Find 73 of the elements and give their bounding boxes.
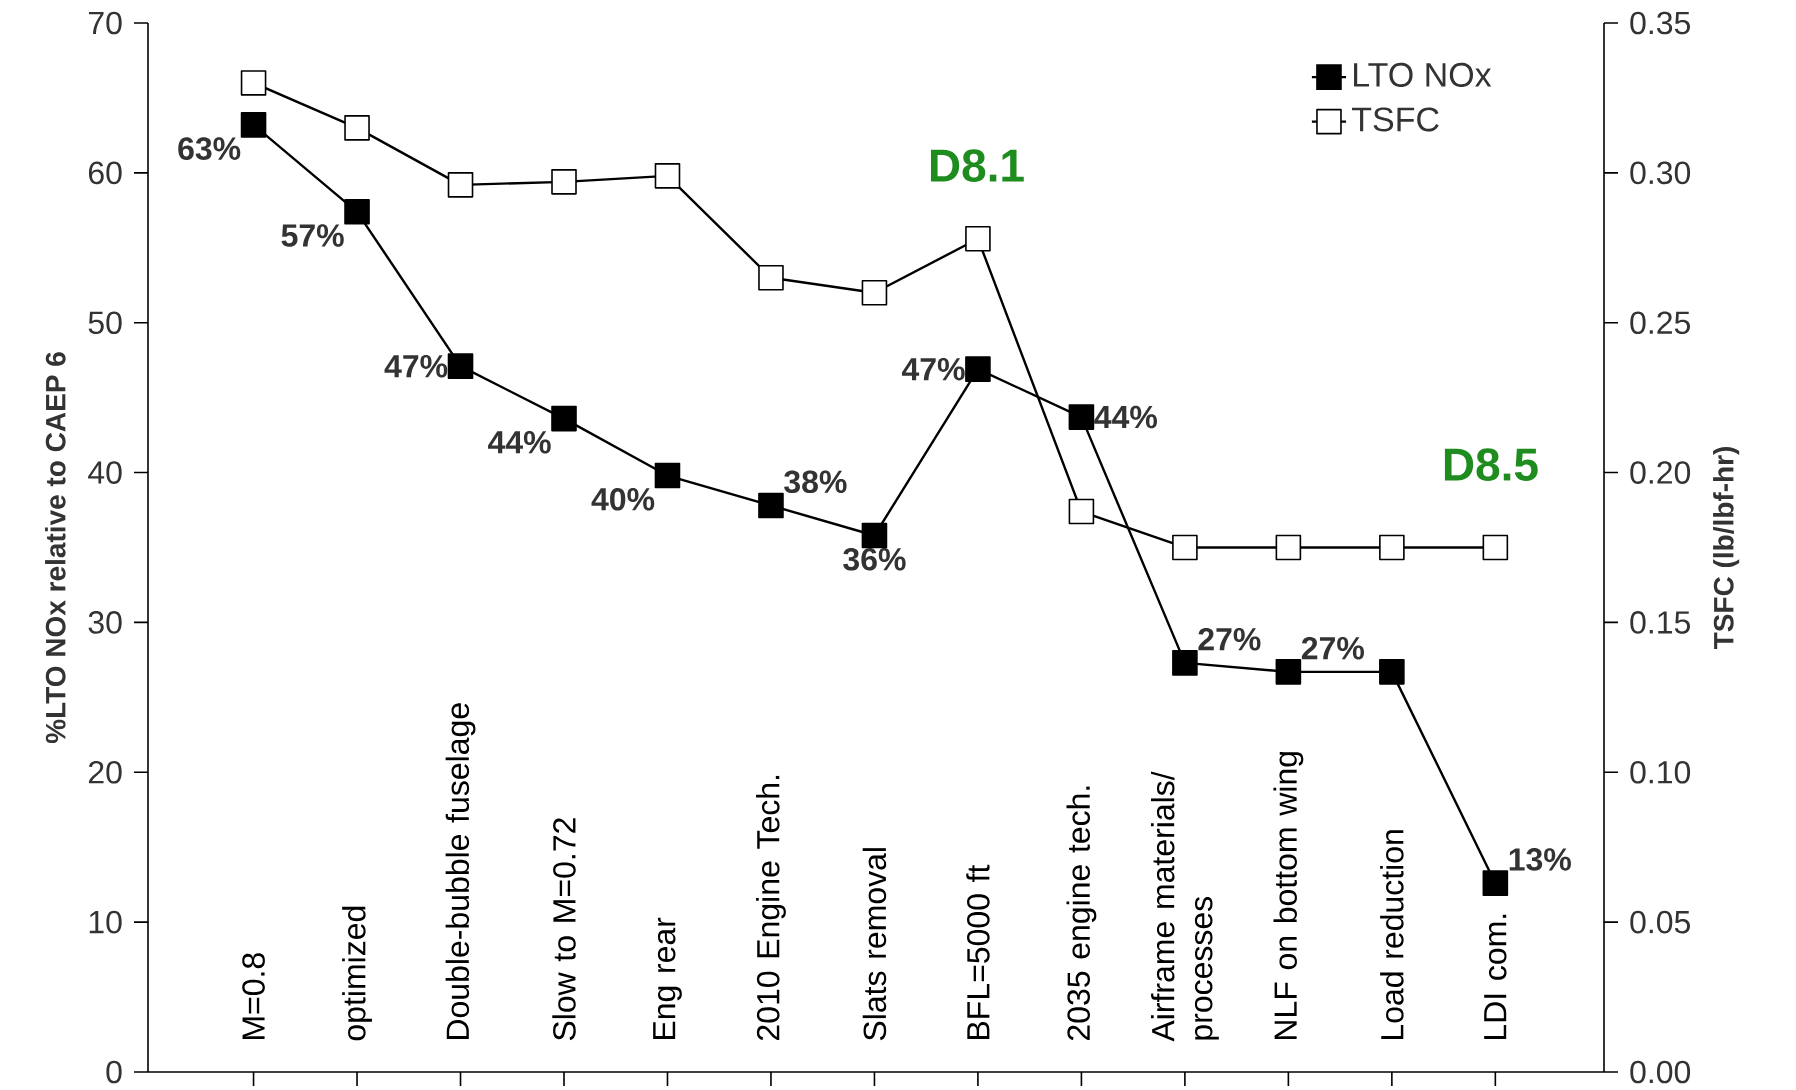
- point: [1172, 650, 1198, 676]
- x-tick-label: LDI com.: [1484, 914, 1507, 1039]
- y-tick-label: 70: [88, 11, 122, 35]
- y2-tick-label: 0.05: [1630, 910, 1690, 934]
- x-tick-label: 2035 engine tech.: [1066, 786, 1097, 1041]
- y-tick-label: 60: [88, 161, 122, 185]
- data-label: 47%: [901, 357, 965, 381]
- point: [551, 405, 577, 432]
- data-label: 36%: [843, 547, 906, 571]
- legend-label: TSFC: [1352, 107, 1439, 132]
- point: [1482, 870, 1509, 896]
- x-tick-label: Slats removal: [862, 848, 887, 1041]
- data-label: 13%: [1509, 848, 1571, 871]
- y-tick-label: 10: [89, 910, 122, 934]
- data-label: 38%: [784, 470, 847, 494]
- point: [240, 112, 267, 138]
- y-axis-title: %LTO NOx relative to CAEP 6: [45, 352, 66, 744]
- point: [240, 70, 267, 96]
- point: [551, 169, 577, 195]
- y2-tick-label: 0.25: [1630, 311, 1690, 335]
- x-tick-label: 2010 Engine Tech.: [756, 775, 786, 1041]
- x-tick-label: Eng rear: [653, 917, 682, 1039]
- point: [344, 199, 370, 225]
- point: [1172, 534, 1198, 561]
- y-tick-label: 30: [88, 611, 122, 634]
- x-tick-label: NLF on bottom wing: [1273, 752, 1304, 1039]
- x-tick-label: Airframe materials/ processes: [1150, 771, 1219, 1042]
- y2-tick-label: 0.10: [1630, 760, 1691, 784]
- point: [1275, 659, 1302, 685]
- point: [1482, 534, 1509, 561]
- point: [1068, 498, 1095, 525]
- y-tick-label: 0: [106, 1060, 122, 1084]
- data-label: 57%: [281, 224, 344, 247]
- data-label: 47%: [384, 354, 448, 378]
- point: [447, 172, 474, 198]
- annotation: D8.1: [930, 149, 1024, 182]
- x-tick-label: Slow to M=0.72: [552, 818, 576, 1041]
- point: [1379, 534, 1405, 561]
- point: [758, 264, 784, 291]
- point: [965, 225, 991, 252]
- y2-tick-label: 0.15: [1630, 611, 1690, 634]
- y-tick-label: 50: [88, 311, 122, 335]
- point: [1068, 404, 1095, 430]
- data-label: 63%: [178, 137, 241, 160]
- data-label: 27%: [1301, 636, 1364, 660]
- y2-tick-label: 0.20: [1630, 461, 1691, 484]
- point: [861, 279, 888, 306]
- point: [447, 353, 474, 379]
- point: [965, 356, 991, 382]
- y2-tick-label: 0.35: [1630, 11, 1690, 35]
- x-tick-label: optimized: [342, 906, 372, 1041]
- x-tick-label: M=0.8: [242, 953, 265, 1039]
- point: [1379, 659, 1405, 685]
- x-tick-label: BFL=5000 ft: [966, 864, 990, 1039]
- y2-axis-title: TSFC (lb/lbf-hr): [1713, 447, 1740, 650]
- y-tick-label: 20: [88, 760, 122, 784]
- y2-tick-label: 0.30: [1630, 161, 1691, 185]
- y-tick-label: 40: [88, 461, 122, 484]
- point: [758, 492, 784, 519]
- point: [654, 462, 681, 489]
- x-tick-label: Double-bubble fuselage: [445, 703, 476, 1039]
- annotation: D8.5: [1444, 448, 1538, 481]
- y2-tick-label: 0.00: [1630, 1060, 1691, 1084]
- point: [1275, 534, 1302, 561]
- x-tick-label: Load reduction: [1380, 830, 1404, 1039]
- legend-label: LTO NOx: [1354, 62, 1492, 87]
- point: [861, 522, 888, 549]
- data-label: 40%: [591, 487, 655, 511]
- point: [654, 163, 681, 189]
- data-label: 44%: [488, 431, 551, 454]
- data-label: 27%: [1198, 627, 1261, 651]
- point: [344, 115, 370, 141]
- data-label: 44%: [1094, 405, 1157, 429]
